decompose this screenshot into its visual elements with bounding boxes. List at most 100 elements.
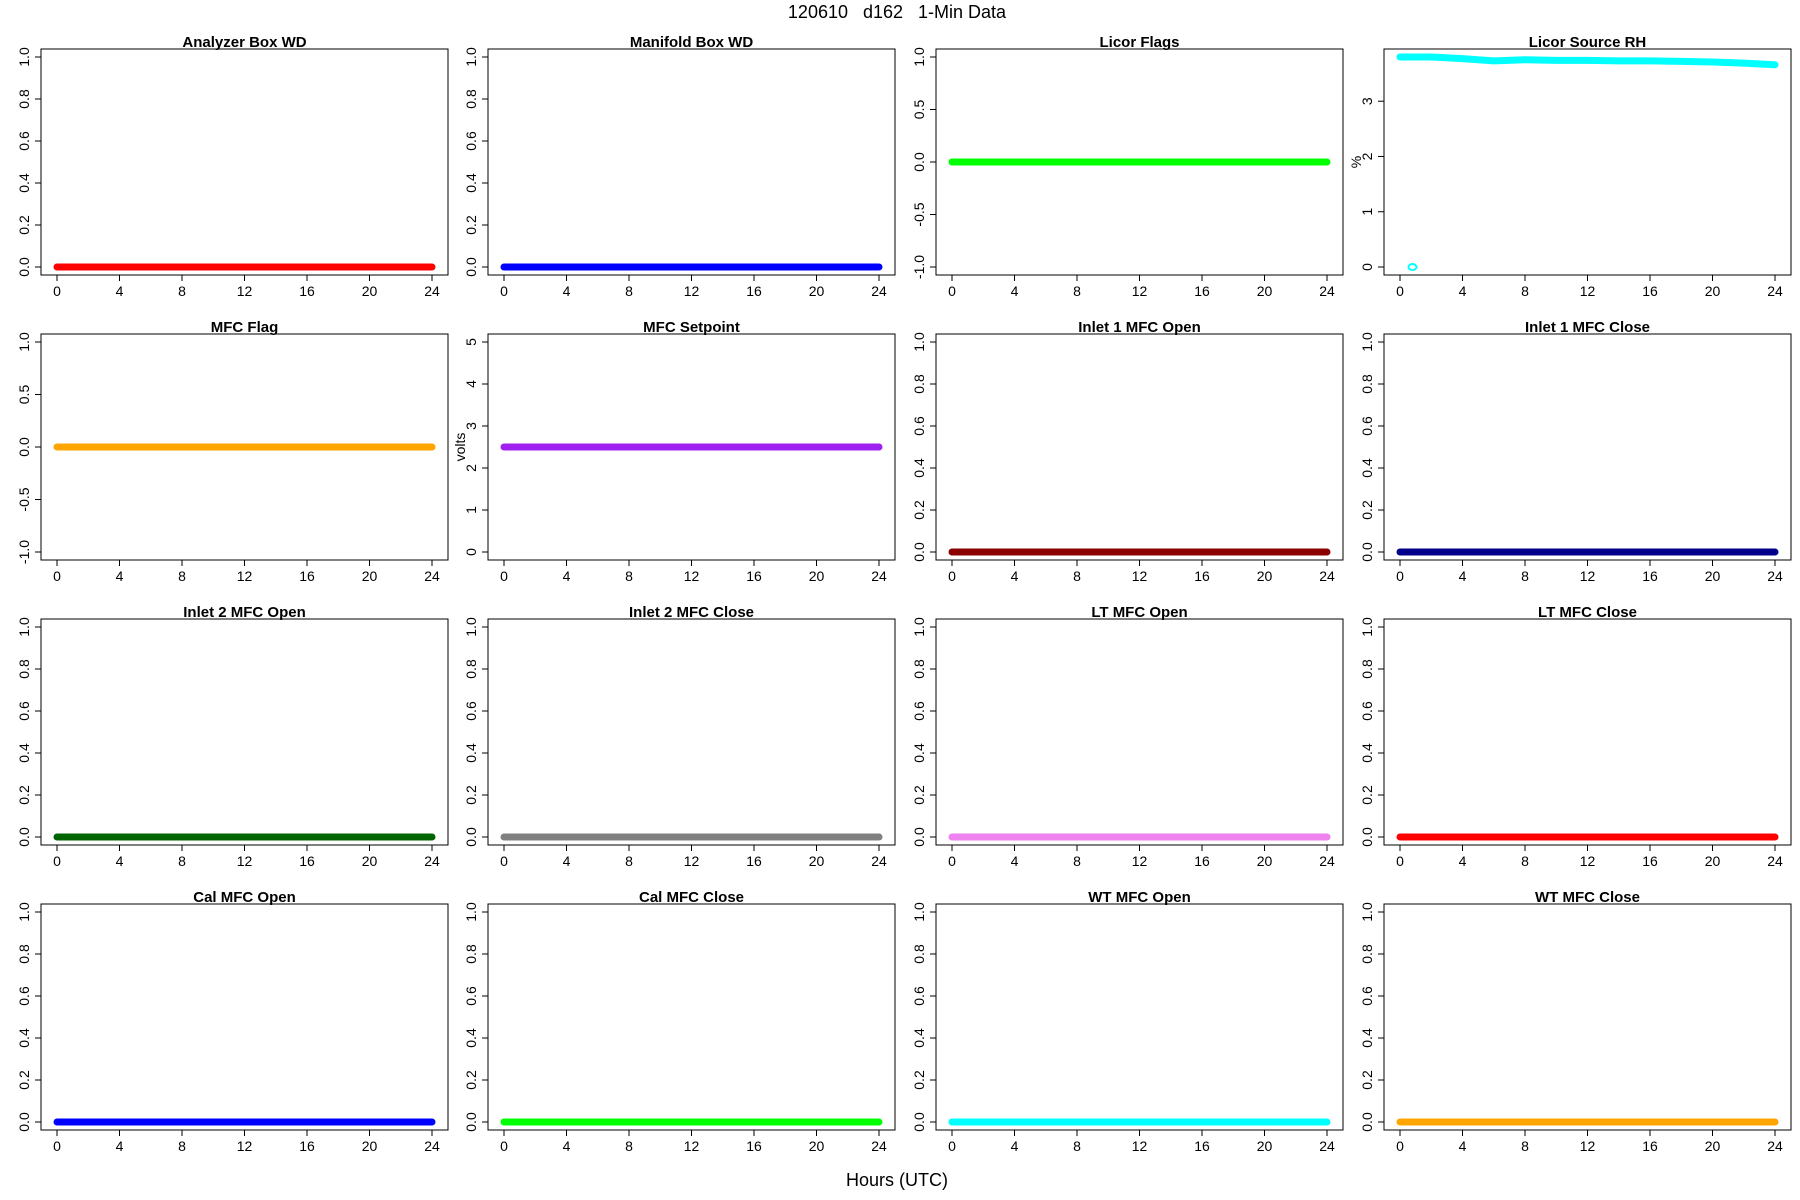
x-tick-label: 16	[1194, 283, 1210, 299]
plot-frame	[1383, 618, 1792, 846]
x-tick-label: 16	[1642, 283, 1658, 299]
x-tick-label: 20	[1257, 283, 1273, 299]
x-tick-label: 0	[948, 853, 956, 869]
y-tick-label: 1.0	[16, 332, 32, 352]
x-tick-label: 0	[53, 568, 61, 584]
x-tick-label: 20	[809, 853, 825, 869]
x-tick-label: 20	[1705, 568, 1721, 584]
x-tick-label: 16	[299, 283, 315, 299]
y-tick-label: 0.2	[1359, 785, 1375, 805]
x-tick-label: 4	[116, 853, 124, 869]
y-tick-label: 1.0	[1359, 332, 1375, 352]
y-tick-label: 0.0	[16, 437, 32, 457]
y-tick-label: 0.8	[1359, 944, 1375, 964]
x-tick-label: 16	[746, 1138, 762, 1154]
panel-title: WT MFC Open	[1088, 889, 1190, 906]
y-tick-label: 3	[1359, 97, 1375, 105]
y-tick-label: 0.2	[16, 785, 32, 805]
plot-frame	[40, 618, 449, 846]
x-tick-label: 8	[625, 1138, 633, 1154]
x-tick-label: 20	[362, 283, 378, 299]
panel-title: Inlet 2 MFC Close	[629, 604, 754, 621]
x-tick-label: 20	[1257, 1138, 1273, 1154]
x-tick-label: 4	[1459, 283, 1467, 299]
y-tick-label: 0.6	[1359, 416, 1375, 436]
panel-title: WT MFC Close	[1535, 889, 1640, 906]
x-tick-label: 20	[1705, 283, 1721, 299]
x-tick-label: 8	[1073, 568, 1081, 584]
y-tick-label: 0.2	[911, 500, 927, 520]
x-tick-label: 20	[362, 853, 378, 869]
x-tick-label: 8	[178, 1138, 186, 1154]
y-tick-label: 3	[463, 422, 479, 430]
x-tick-label: 4	[1011, 568, 1019, 584]
y-tick-label: 1.0	[463, 47, 479, 67]
y-tick-label: 1.0	[911, 332, 927, 352]
panel: Inlet 1 MFC Close 0 4 8 12 16 20 24 0.0 0.2 0.4 0.6…	[1359, 319, 1792, 584]
x-tick-label: 0	[500, 283, 508, 299]
y-tick-label: 0.6	[463, 986, 479, 1006]
y-tick-label: 1.0	[16, 47, 32, 67]
y-tick-label: 0.4	[16, 743, 32, 763]
y-tick-label: 1.0	[911, 47, 927, 67]
plot-frame	[935, 903, 1344, 1131]
y-tick-label: 0.8	[911, 659, 927, 679]
panel-title: Licor Flags	[1099, 34, 1179, 51]
x-tick-label: 4	[1459, 568, 1467, 584]
x-tick-label: 4	[563, 853, 571, 869]
panel: Licor Flags 0 4 8 12 16 20 24 -1.0 -0.5 0.0 0.5 1.0	[911, 34, 1344, 299]
y-tick-label: -0.5	[911, 202, 927, 226]
x-tick-label: 20	[362, 568, 378, 584]
x-tick-label: 0	[500, 1138, 508, 1154]
x-tick-label: 8	[1521, 283, 1529, 299]
x-tick-label: 8	[1073, 1138, 1081, 1154]
x-tick-label: 12	[1132, 568, 1148, 584]
panel: WT MFC Open 0 4 8 12 16 20 24 0.0 0.2 0.4 0.6 0.8 1.0	[911, 889, 1344, 1154]
panel: LT MFC Open 0 4 8 12 16 20 24 0.0 0.2 0.4 0.6 0.8 1.0	[911, 604, 1344, 869]
y-tick-label: 0.4	[1359, 1028, 1375, 1048]
y-tick-label: 0.0	[911, 827, 927, 847]
y-tick-label: 0.2	[911, 785, 927, 805]
x-tick-label: 8	[1521, 853, 1529, 869]
plot-frame	[487, 48, 896, 276]
x-tick-label: 0	[1396, 1138, 1404, 1154]
x-tick-label: 16	[1642, 1138, 1658, 1154]
x-tick-label: 0	[948, 568, 956, 584]
y-tick-label: 1.0	[1359, 902, 1375, 922]
x-tick-label: 4	[563, 568, 571, 584]
x-tick-label: 16	[746, 568, 762, 584]
plot-frame	[40, 48, 449, 276]
y-tick-label: 0	[463, 548, 479, 556]
panel: LT MFC Close 0 4 8 12 16 20 24 0.0 0.2 0.4 0.6 0.8 1.…	[1359, 604, 1792, 869]
plot-frame	[1383, 903, 1792, 1131]
y-tick-label: 0.4	[463, 173, 479, 193]
x-tick-label: 4	[116, 568, 124, 584]
y-tick-label: -1.0	[16, 540, 32, 564]
x-tick-label: 0	[53, 283, 61, 299]
y-tick-label: 4	[463, 380, 479, 388]
x-tick-label: 0	[500, 568, 508, 584]
panel-title: Analyzer Box WD	[182, 34, 306, 51]
y-tick-label: 1.0	[16, 617, 32, 637]
series-points	[1396, 53, 1779, 69]
x-tick-label: 8	[178, 853, 186, 869]
y-tick-label: 0.6	[16, 986, 32, 1006]
x-tick-label: 20	[809, 568, 825, 584]
x-axis-label: Hours (UTC)	[846, 1170, 948, 1190]
y-tick-label: 0.2	[463, 215, 479, 235]
panel: Inlet 2 MFC Open 0 4 8 12 16 20 24 0.0 0.2 0.4 0.6 0…	[16, 604, 449, 869]
y-tick-label: 0.8	[16, 944, 32, 964]
x-tick-label: 4	[563, 1138, 571, 1154]
x-tick-label: 8	[1073, 283, 1081, 299]
x-tick-label: 4	[116, 283, 124, 299]
y-tick-label: 0.6	[1359, 701, 1375, 721]
y-tick-label: 0.2	[1359, 500, 1375, 520]
x-tick-label: 12	[684, 1138, 700, 1154]
x-tick-label: 0	[1396, 568, 1404, 584]
y-tick-label: 0.0	[1359, 827, 1375, 847]
x-tick-label: 0	[53, 853, 61, 869]
x-tick-label: 0	[1396, 283, 1404, 299]
x-tick-label: 24	[424, 568, 440, 584]
x-tick-label: 24	[424, 1138, 440, 1154]
